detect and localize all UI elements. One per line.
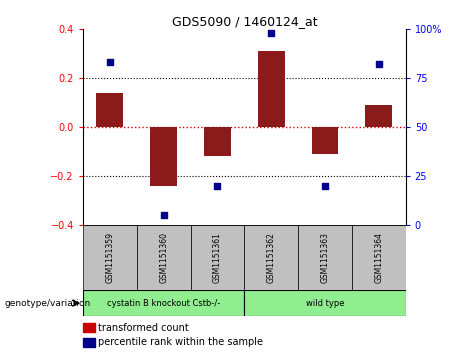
Bar <box>258 51 284 127</box>
Bar <box>83 290 244 316</box>
Text: GSM1151361: GSM1151361 <box>213 232 222 283</box>
Bar <box>83 225 137 290</box>
Bar <box>190 225 244 290</box>
Bar <box>312 127 338 154</box>
Text: genotype/variation: genotype/variation <box>5 299 91 307</box>
Point <box>160 212 167 218</box>
Text: GSM1151364: GSM1151364 <box>374 232 383 283</box>
Text: GSM1151360: GSM1151360 <box>159 232 168 283</box>
Point <box>375 61 383 67</box>
Bar <box>244 290 406 316</box>
Bar <box>244 225 298 290</box>
Text: GSM1151362: GSM1151362 <box>267 232 276 283</box>
Text: wild type: wild type <box>306 299 344 307</box>
Text: transformed count: transformed count <box>98 323 189 333</box>
Bar <box>204 127 231 156</box>
Bar <box>96 93 123 127</box>
Bar <box>352 225 406 290</box>
Bar <box>150 127 177 186</box>
Title: GDS5090 / 1460124_at: GDS5090 / 1460124_at <box>171 15 317 28</box>
Bar <box>298 225 352 290</box>
Text: cystatin B knockout Cstb-/-: cystatin B knockout Cstb-/- <box>107 299 220 307</box>
Point <box>267 30 275 36</box>
Point <box>106 60 113 65</box>
Point <box>321 183 329 189</box>
Text: percentile rank within the sample: percentile rank within the sample <box>98 337 263 347</box>
Bar <box>365 105 392 127</box>
Bar <box>137 225 190 290</box>
Point <box>214 183 221 189</box>
Text: GSM1151363: GSM1151363 <box>320 232 330 283</box>
Text: GSM1151359: GSM1151359 <box>106 232 114 283</box>
